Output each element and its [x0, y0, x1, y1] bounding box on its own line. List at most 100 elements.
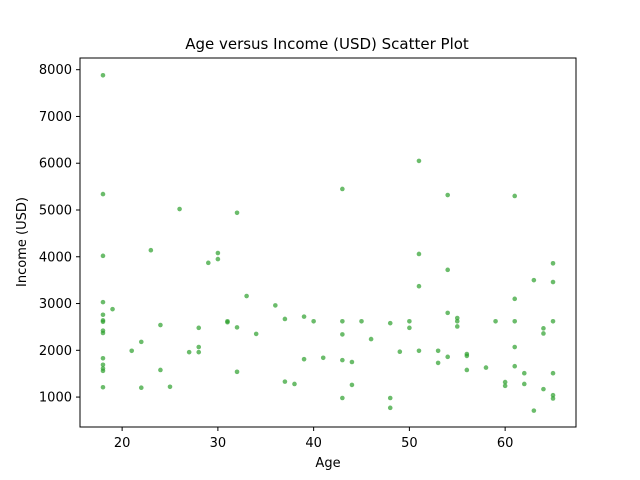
data-point: [100, 368, 106, 374]
data-point: [244, 293, 249, 299]
x-tick-label: 40: [305, 436, 322, 451]
data-point: [550, 370, 556, 376]
y-tick-label: 2000: [39, 344, 72, 359]
data-point: [100, 253, 106, 259]
data-point: [435, 348, 441, 354]
data-point: [387, 320, 393, 326]
data-point: [100, 191, 106, 197]
data-point: [301, 314, 307, 319]
data-point: [531, 277, 537, 283]
x-axis-title: Age: [315, 456, 340, 471]
data-point: [196, 344, 202, 350]
data-point: [110, 306, 115, 312]
data-point: [196, 325, 202, 331]
data-point: [100, 73, 106, 78]
data-point: [512, 319, 518, 324]
ticks-layer: 20 30 40 50 60 1000 2000 3000 4000 5000 6000 7000 80…: [39, 63, 514, 451]
data-point: [541, 386, 546, 392]
data-point: [340, 332, 345, 337]
data-point: [454, 319, 460, 324]
data-point: [550, 396, 556, 401]
data-point: [435, 360, 441, 366]
data-point: [397, 349, 403, 355]
data-point: [512, 296, 518, 302]
data-point: [387, 395, 393, 401]
data-point: [445, 192, 450, 198]
data-point: [550, 279, 556, 285]
data-point: [512, 344, 518, 350]
data-point: [100, 330, 106, 336]
data-point: [158, 322, 163, 328]
data-point: [292, 381, 297, 387]
data-point: [502, 379, 508, 385]
y-tick-label: 5000: [39, 203, 72, 218]
data-point: [541, 331, 546, 336]
x-tick-label: 50: [401, 436, 418, 451]
x-tick-label: 20: [114, 436, 131, 451]
data-point: [493, 319, 498, 324]
data-point: [100, 299, 106, 305]
data-point: [416, 283, 422, 289]
y-tick-label: 7000: [39, 110, 72, 125]
data-point: [340, 186, 345, 192]
y-tick-label: 1000: [39, 391, 72, 406]
chart-title: Age versus Income (USD) Scatter Plot: [185, 35, 469, 53]
data-point: [541, 326, 546, 331]
data-point: [502, 383, 508, 389]
y-tick-label: 4000: [39, 250, 72, 265]
data-point: [340, 319, 345, 324]
data-point: [234, 369, 240, 375]
points-layer: [100, 73, 556, 413]
data-point: [349, 382, 355, 388]
data-point: [138, 385, 144, 391]
y-tick-label: 8000: [39, 63, 72, 78]
data-point: [100, 362, 106, 368]
data-point: [167, 384, 173, 390]
data-point: [100, 312, 106, 318]
data-point: [349, 359, 355, 365]
data-point: [340, 395, 345, 401]
data-point: [464, 353, 470, 359]
data-point: [253, 331, 259, 337]
x-tick-label: 30: [210, 436, 227, 451]
data-point: [359, 319, 364, 324]
data-point: [407, 325, 412, 331]
data-point: [464, 367, 470, 373]
data-point: [225, 319, 230, 325]
data-point: [186, 349, 192, 355]
y-tick-label: 6000: [39, 157, 72, 172]
data-point: [445, 267, 450, 273]
data-point: [215, 256, 221, 262]
data-point: [282, 316, 288, 322]
data-point: [282, 379, 288, 384]
data-point: [550, 392, 556, 398]
data-point: [148, 247, 154, 253]
data-point: [483, 365, 489, 370]
data-point: [454, 324, 460, 329]
data-point: [234, 325, 240, 330]
data-point: [416, 348, 422, 354]
x-tick-label: 60: [497, 436, 514, 451]
data-point: [521, 381, 527, 387]
data-point: [550, 261, 556, 266]
data-point: [340, 357, 345, 363]
data-point: [177, 206, 182, 212]
data-point: [100, 384, 106, 390]
data-point: [416, 251, 422, 257]
data-point: [100, 319, 106, 325]
data-point: [273, 303, 278, 308]
data-point: [215, 250, 221, 256]
data-point: [368, 336, 374, 342]
y-tick-label: 3000: [39, 297, 72, 312]
data-point: [531, 408, 537, 413]
data-point: [206, 260, 211, 266]
data-point: [301, 356, 307, 362]
data-point: [320, 355, 326, 361]
data-point: [521, 370, 527, 376]
data-point: [234, 210, 240, 216]
data-point: [445, 354, 450, 360]
data-point: [407, 319, 412, 324]
data-point: [512, 363, 518, 369]
